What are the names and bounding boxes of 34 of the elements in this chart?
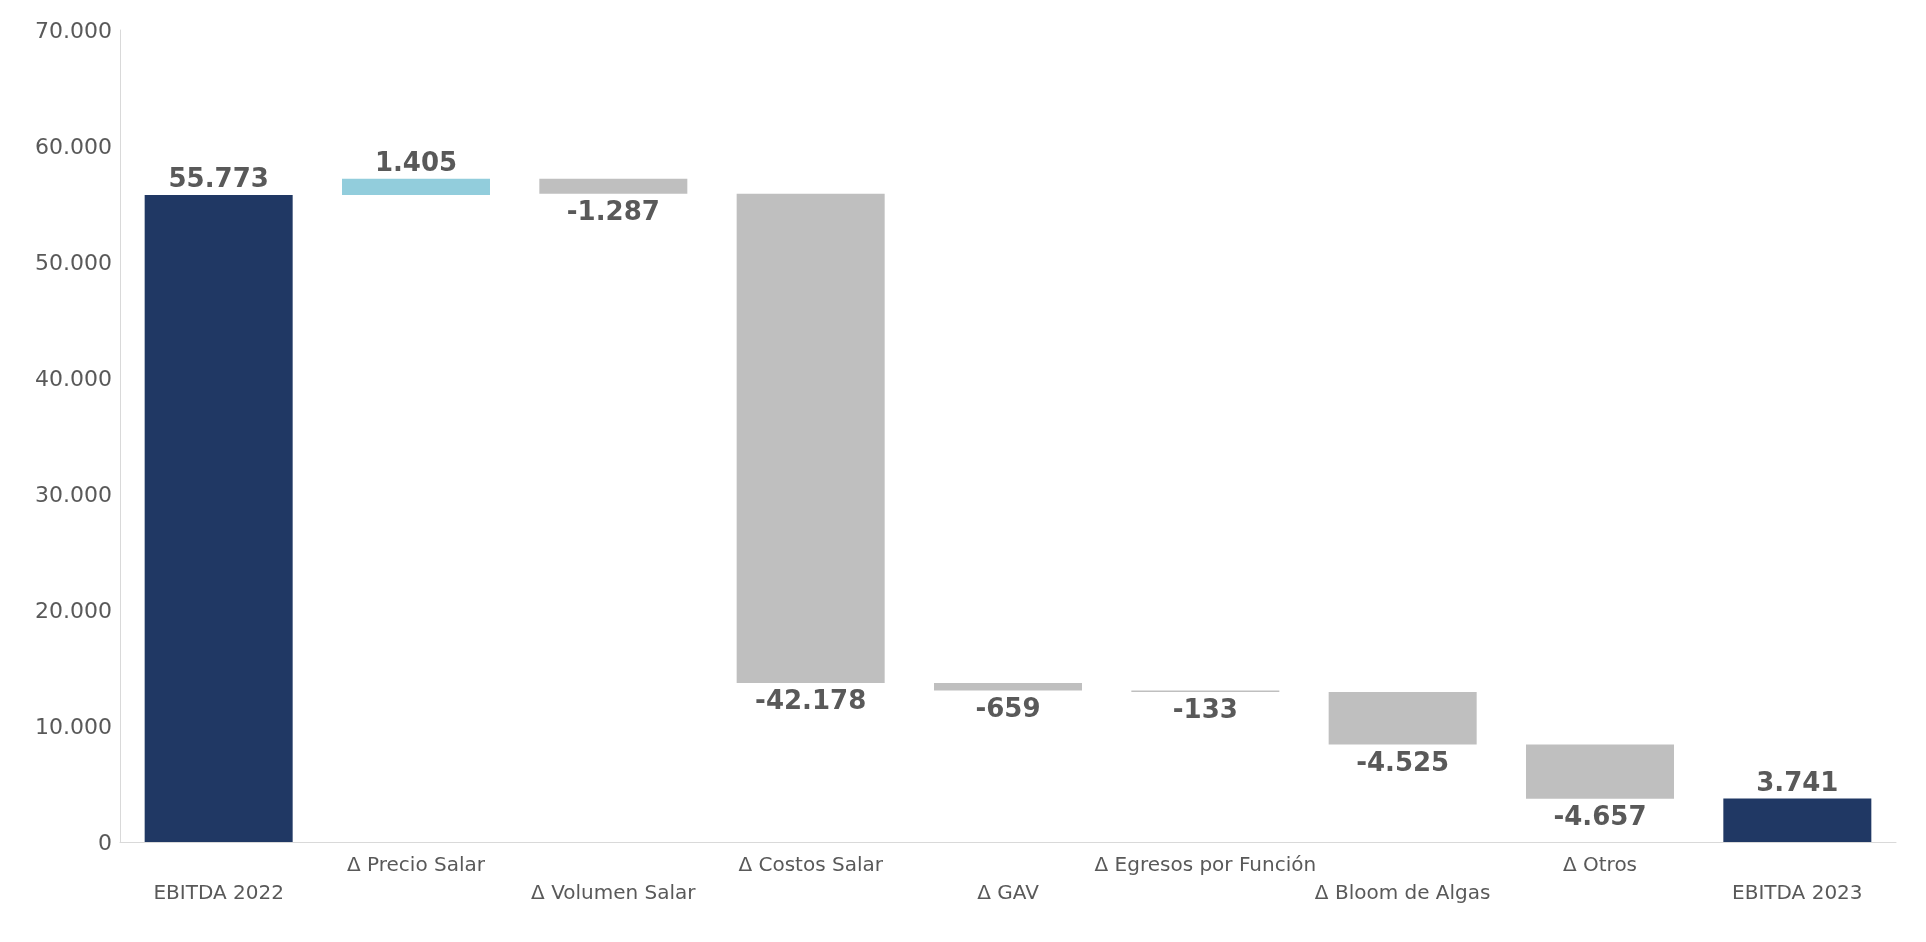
bar xyxy=(1723,798,1872,842)
data-label: -42.178 xyxy=(755,684,867,715)
x-tick-label: Δ Otros xyxy=(1562,852,1638,876)
y-tick-label: 20.000 xyxy=(35,597,112,623)
x-tick-label: EBITDA 2023 xyxy=(1732,880,1863,904)
x-tick-label: Δ Volumen Salar xyxy=(531,880,697,904)
x-tick-label: EBITDA 2022 xyxy=(153,880,284,904)
data-label: 55.773 xyxy=(168,163,269,194)
bar xyxy=(539,178,688,194)
data-label: -4.525 xyxy=(1356,746,1450,777)
y-tick-label: 70.000 xyxy=(35,17,112,43)
data-label: -1.287 xyxy=(566,195,660,226)
data-label: -133 xyxy=(1172,694,1238,725)
y-tick-label: 50.000 xyxy=(35,249,112,275)
y-tick-label: 40.000 xyxy=(35,365,112,391)
bar xyxy=(342,178,490,196)
y-tick-label: 60.000 xyxy=(35,133,112,159)
x-tick-label: Δ Bloom de Algas xyxy=(1314,880,1491,904)
x-tick-label: Δ Egresos por Función xyxy=(1094,852,1317,876)
bar xyxy=(144,195,293,842)
bar xyxy=(1526,744,1674,799)
data-label: -4.657 xyxy=(1553,800,1647,831)
x-tick-label: Δ Precio Salar xyxy=(347,852,486,876)
data-label: 3.741 xyxy=(1756,766,1839,797)
data-label: 1.405 xyxy=(374,146,458,177)
bar xyxy=(736,193,885,683)
y-tick-label: 10.000 xyxy=(35,713,112,739)
y-tick-label: 30.000 xyxy=(35,481,112,507)
data-label: -659 xyxy=(975,692,1041,723)
y-tick-label: 0 xyxy=(98,829,112,855)
bar xyxy=(934,682,1082,691)
x-tick-label: Δ GAV xyxy=(977,880,1040,904)
bar xyxy=(1328,692,1477,745)
x-tick-label: Δ Costos Salar xyxy=(738,852,884,876)
